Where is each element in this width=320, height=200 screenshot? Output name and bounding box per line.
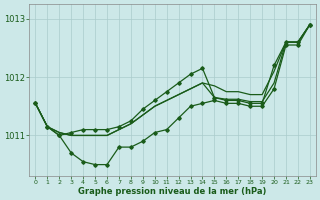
X-axis label: Graphe pression niveau de la mer (hPa): Graphe pression niveau de la mer (hPa) — [78, 187, 267, 196]
